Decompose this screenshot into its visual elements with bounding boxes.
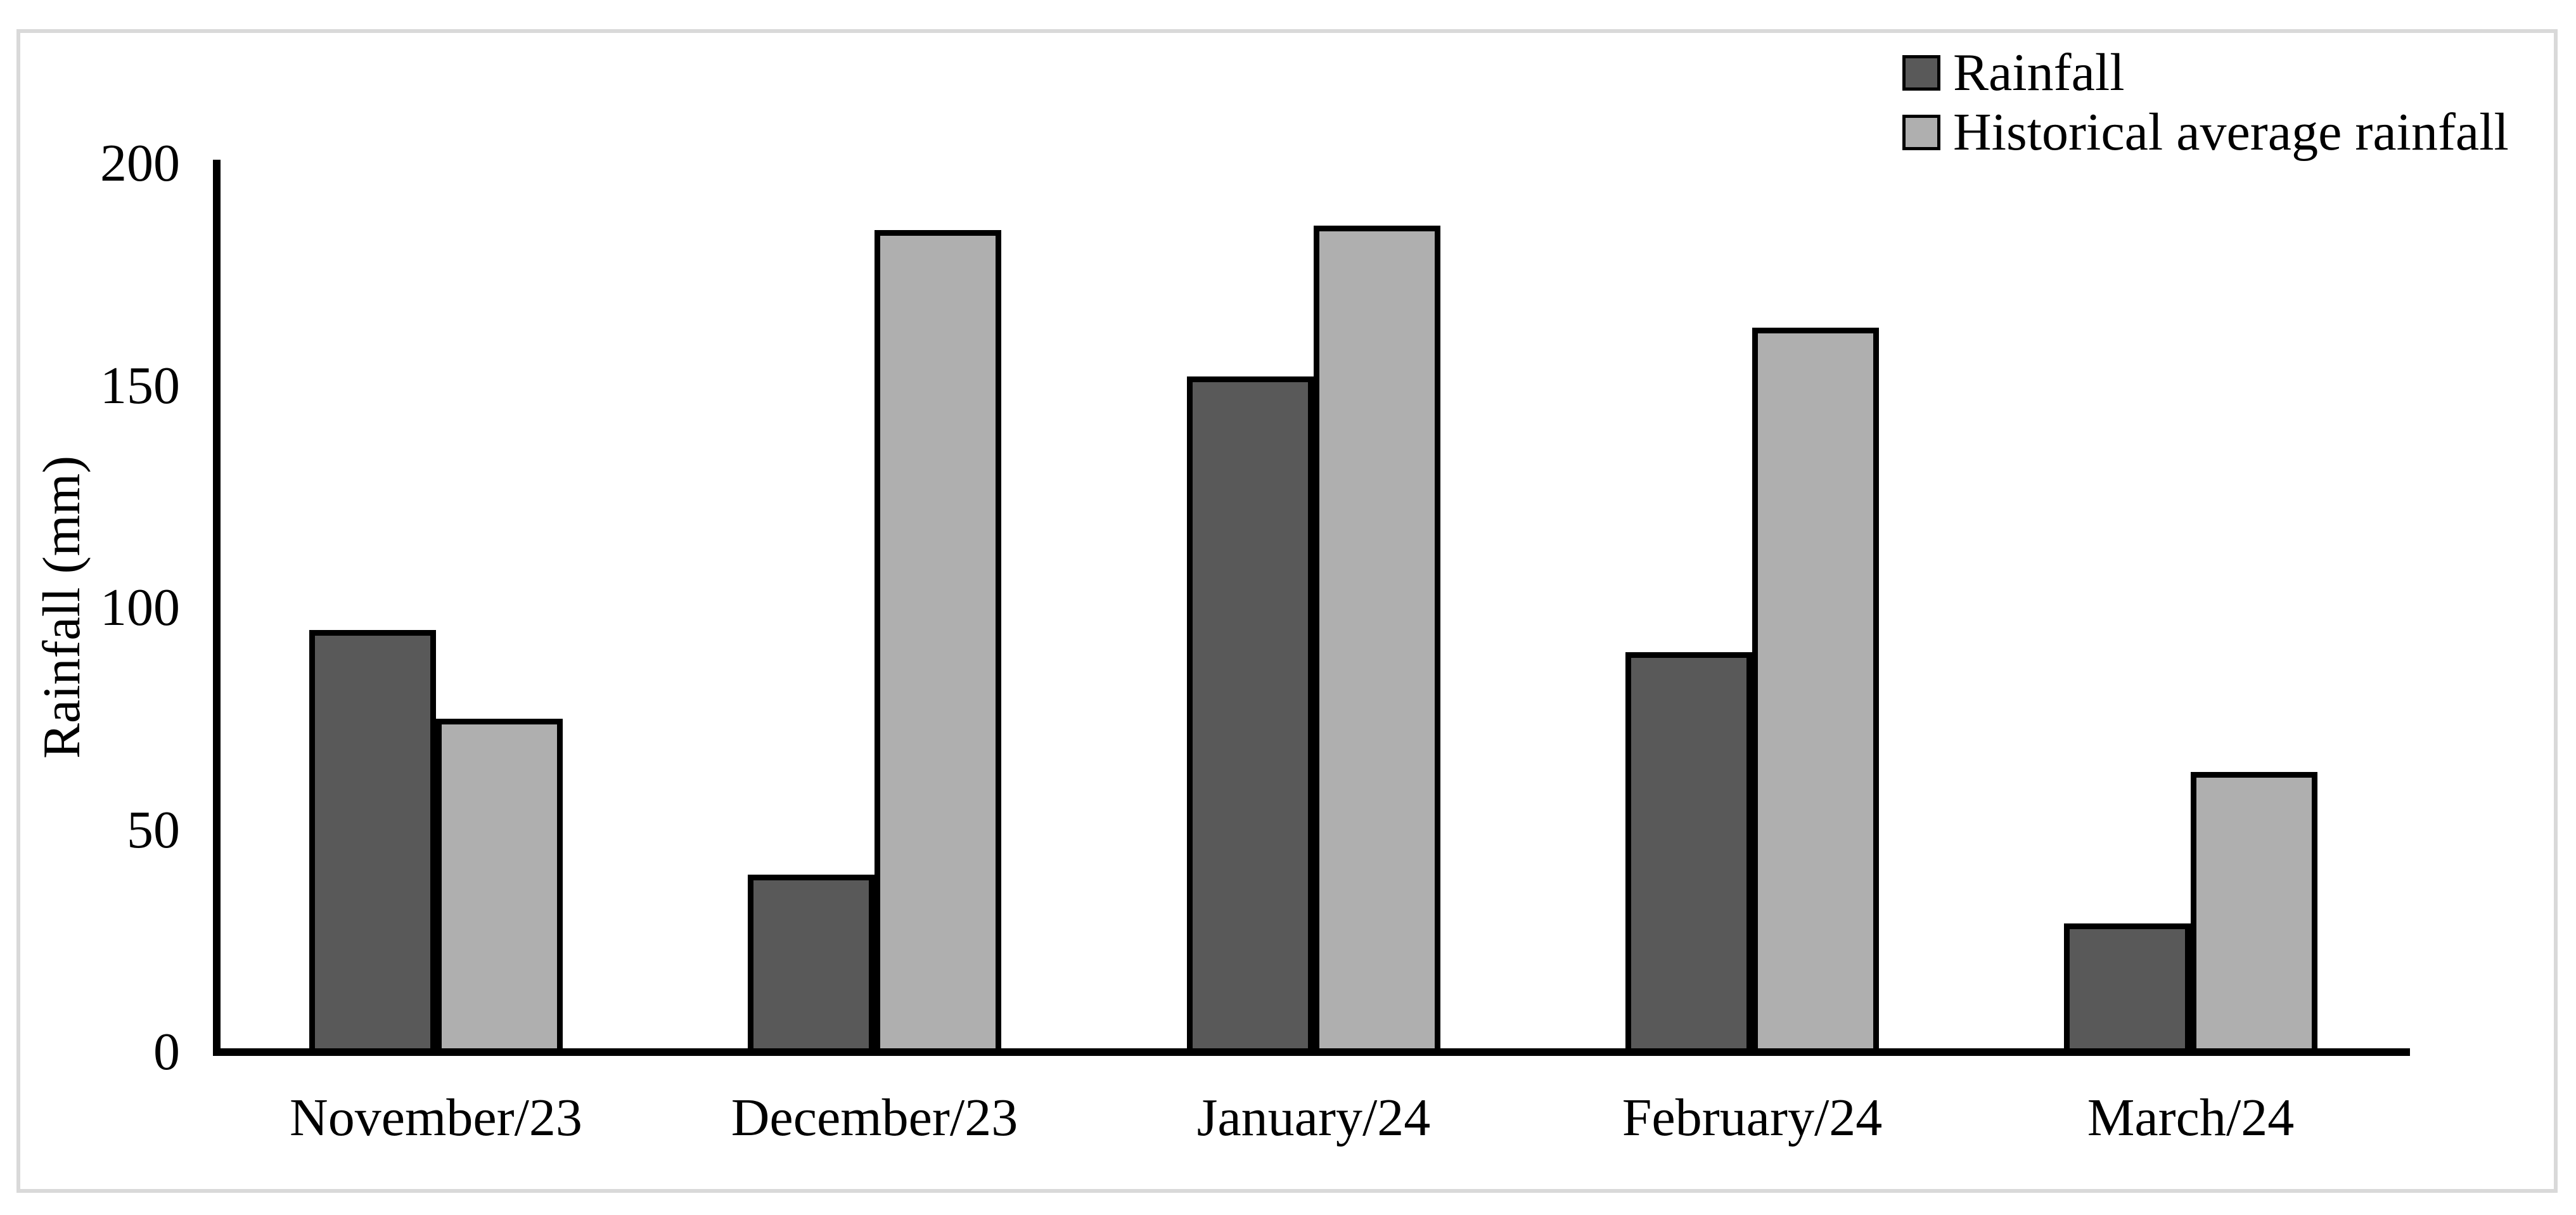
x-axis-label-january-24: January/24 xyxy=(1196,1088,1431,1147)
legend-label-rainfall: Rainfall xyxy=(1953,43,2125,102)
legend-swatch-historical-average-rainfall xyxy=(1902,115,1940,150)
legend-label-historical-average-rainfall: Historical average rainfall xyxy=(1953,103,2509,162)
bar-rainfall-march-24 xyxy=(2064,923,2191,1056)
bar-rainfall-november-23 xyxy=(309,630,436,1056)
bar-historical-average-rainfall-december-23 xyxy=(875,230,1001,1056)
y-axis-tick-0: 0 xyxy=(153,1022,180,1081)
y-axis-tick-200: 200 xyxy=(100,134,180,193)
y-axis-tick-50: 50 xyxy=(127,800,180,859)
bar-rainfall-february-24 xyxy=(1625,652,1752,1056)
y-axis-title: Rainfall (mm) xyxy=(32,455,91,759)
x-axis-label-december-23: December/23 xyxy=(731,1088,1018,1147)
y-axis-line xyxy=(213,160,221,1056)
x-axis-label-march-24: March/24 xyxy=(2087,1088,2295,1147)
bar-historical-average-rainfall-february-24 xyxy=(1752,328,1879,1056)
bar-historical-average-rainfall-march-24 xyxy=(2191,772,2317,1056)
chart-area-border xyxy=(16,29,2558,1193)
x-axis-line xyxy=(213,1048,2410,1056)
y-axis-tick-100: 100 xyxy=(100,578,180,637)
bar-rainfall-december-23 xyxy=(748,875,875,1056)
y-axis-tick-150: 150 xyxy=(100,356,180,415)
legend-item-rainfall: Rainfall xyxy=(1902,43,2509,103)
legend: Rainfall Historical average rainfall xyxy=(1902,43,2509,162)
legend-swatch-rainfall xyxy=(1902,55,1940,91)
bar-rainfall-january-24 xyxy=(1187,376,1314,1056)
x-axis-label-february-24: February/24 xyxy=(1622,1088,1883,1147)
x-axis-label-november-23: November/23 xyxy=(290,1088,582,1147)
bar-historical-average-rainfall-january-24 xyxy=(1314,226,1440,1056)
legend-item-historical-average-rainfall: Historical average rainfall xyxy=(1902,103,2509,162)
bar-historical-average-rainfall-november-23 xyxy=(436,719,563,1056)
